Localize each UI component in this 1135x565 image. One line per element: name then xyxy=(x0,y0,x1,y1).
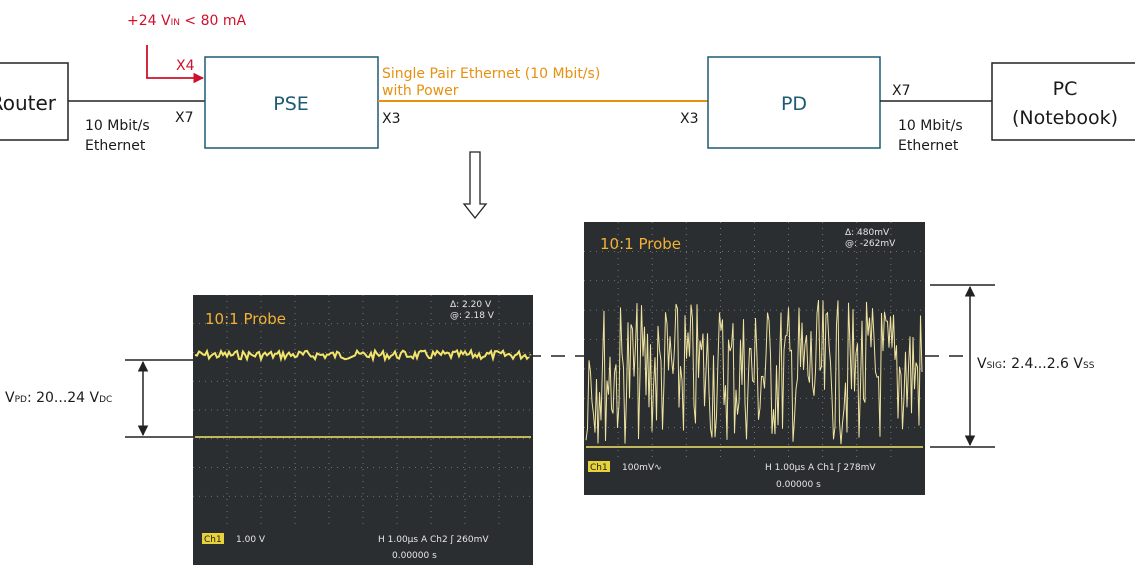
text: V xyxy=(977,356,987,372)
channel-badge xyxy=(202,533,224,544)
cursor-delta: Δ: 480mV xyxy=(845,228,890,238)
supply-line xyxy=(146,45,205,84)
subscript: IN xyxy=(171,18,180,28)
link-label: 10 Mbit/s xyxy=(85,118,150,134)
channel: Ch1 xyxy=(204,535,222,545)
offset: 0.00000 s xyxy=(392,551,437,561)
cursor-at: @: -262mV xyxy=(845,239,896,249)
probe-label: 10:1 Probe xyxy=(600,235,681,253)
scope-sig: 10:1 Probe Δ: 480mV @: -262mV Ch1 100mV∿… xyxy=(584,222,925,495)
port-label: X7 xyxy=(892,83,911,99)
text: < 80 mA xyxy=(180,13,247,29)
spe-label: Single Pair Ethernet (10 Mbit/s) xyxy=(382,66,600,82)
subscript: SS xyxy=(1083,361,1095,371)
text: : 2.4...2.6 V xyxy=(1002,356,1083,372)
scope-dc: 10:1 Probe Δ: 2.20 V @: 2.18 V Ch1 1.00 … xyxy=(193,295,533,565)
vpd-label: VPD: 20...24 VDC xyxy=(5,390,112,406)
port-label: X3 xyxy=(680,111,699,127)
text: V xyxy=(5,390,15,406)
link-label: 10 Mbit/s xyxy=(898,118,963,134)
channel: Ch1 xyxy=(590,463,608,473)
subscript: DC xyxy=(99,395,112,405)
link-label: Ethernet xyxy=(85,138,146,154)
pd-label: PD xyxy=(781,93,807,115)
port-label: X7 xyxy=(175,110,194,126)
text: +24 V xyxy=(127,13,171,29)
vsig-label: VSIG: 2.4...2.6 VSS xyxy=(977,356,1095,372)
pc-box xyxy=(991,62,1135,141)
scale: 100mV∿ xyxy=(622,463,662,473)
subscript: PD xyxy=(15,395,27,405)
channel-badge xyxy=(588,461,610,472)
pse-box xyxy=(204,56,379,149)
timebase: H 1.00µs A Ch2 ʃ 260mV xyxy=(378,535,489,545)
timebase: H 1.00µs A Ch1 ʃ 278mV xyxy=(765,463,876,473)
text: : 20...24 V xyxy=(27,390,100,406)
supply-label: +24 VIN < 80 mA xyxy=(127,13,247,29)
scope-trace xyxy=(585,299,923,445)
router-label: Router xyxy=(0,91,57,115)
pc-label: PC xyxy=(1053,78,1078,100)
scope-screen xyxy=(193,295,533,565)
scale: 1.00 V xyxy=(236,535,266,545)
pd-box xyxy=(707,56,881,149)
link-label: Ethernet xyxy=(898,138,959,154)
port-label: X3 xyxy=(382,111,401,127)
offset: 0.00000 s xyxy=(776,480,821,490)
port-label: X4 xyxy=(176,58,195,74)
scope-trace xyxy=(194,348,532,363)
down-arrow xyxy=(462,151,488,220)
cursor-at: @: 2.18 V xyxy=(450,311,495,321)
pse-label: PSE xyxy=(273,93,309,115)
cursor-delta: Δ: 2.20 V xyxy=(450,300,492,310)
spe-label: with Power xyxy=(382,83,459,99)
subscript: SIG xyxy=(987,361,1002,371)
pc-label: (Notebook) xyxy=(1012,107,1118,129)
probe-label: 10:1 Probe xyxy=(205,310,286,328)
